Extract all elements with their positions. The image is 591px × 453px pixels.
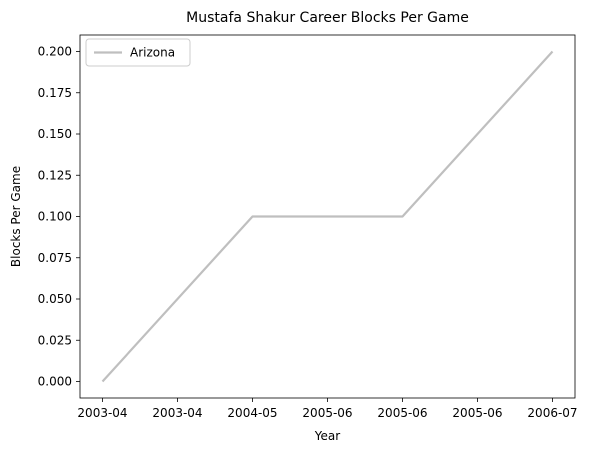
x-tick-label: 2003-04 [77,406,127,420]
x-tick-label: 2005-06 [452,406,502,420]
x-tick-label: 2005-06 [302,406,352,420]
series-layer [101,50,554,383]
x-axis: 2003-04 2003-04 2004-05 2005-06 2005-06 2005-… [77,398,578,420]
y-axis-title: Blocks Per Game [9,166,23,267]
x-tick-label: 2006-07 [527,406,577,420]
y-axis: 0.000 0.025 0.050 0.075 0.100 0.125 0.150 0.175… [38,45,80,389]
x-tick-label: 2005-06 [377,406,427,420]
x-tick-label: 2003-04 [152,406,202,420]
legend: Arizona [85,38,191,67]
y-tick-label: 0.025 [38,333,72,347]
x-tick-label: 2004-05 [227,406,277,420]
y-tick-label: 0.150 [38,127,72,141]
y-tick-label: 0.075 [38,251,72,265]
legend-label: Arizona [130,46,175,60]
series-line-arizona [101,50,554,383]
y-tick-label: 0.050 [38,292,72,306]
y-tick-label: 0.100 [38,210,72,224]
y-tick-label: 0.000 [38,375,72,389]
y-tick-label: 0.175 [38,86,72,100]
chart-title: Mustafa Shakur Career Blocks Per Game [186,10,469,26]
y-tick-label: 0.125 [38,168,72,182]
legend-box [85,38,191,67]
y-tick-label: 0.200 [38,45,72,59]
x-axis-title: Year [314,429,340,443]
